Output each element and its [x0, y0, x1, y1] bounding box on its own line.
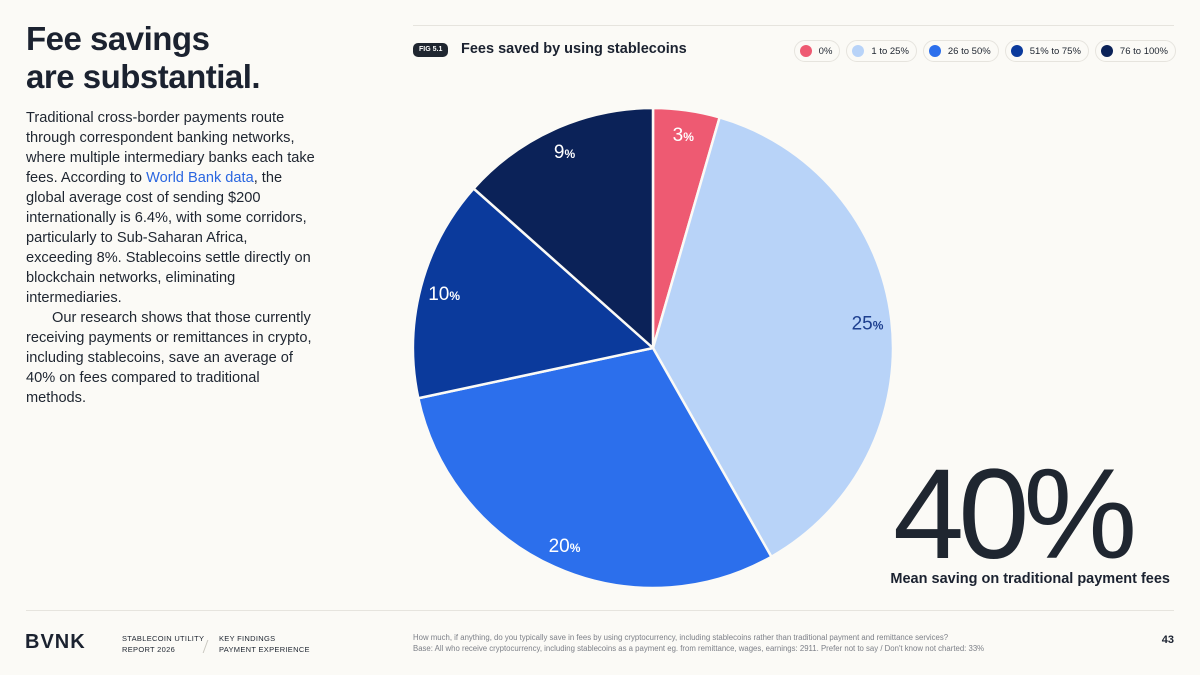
section-name: KEY FINDINGS PAYMENT EXPERIENCE — [219, 633, 310, 655]
headline: Fee savings are substantial. — [26, 20, 261, 96]
pie-slice — [411, 187, 655, 400]
legend-swatch — [1100, 45, 1113, 57]
page-number: 43 — [1161, 634, 1174, 646]
legend-swatch — [852, 45, 865, 57]
legend-label: 26 to 50% — [947, 45, 991, 57]
footnote-base: Base: All who receive cryptocurrency, in… — [413, 643, 985, 653]
bottom-divider — [26, 610, 1174, 611]
figure-badge: FIG 5.1 — [413, 43, 449, 57]
footnote-question: How much, if anything, do you typically … — [413, 633, 949, 642]
headline-line-1: Fee savings — [26, 20, 210, 57]
pie-data-label: 9% — [554, 142, 576, 163]
legend-swatch — [928, 45, 941, 57]
figure-title: Fees saved by using stablecoins — [461, 41, 687, 57]
legend-label: 1 to 25% — [871, 45, 909, 57]
chart-footnote: How much, if anything, do you typically … — [413, 633, 1113, 654]
top-divider — [413, 25, 1174, 26]
chart-legend: 0% 1 to 25% 26 to 50% 51% to 75% 76 to 100% — [793, 40, 1176, 62]
body-text-segment: Traditional cross-border payments route … — [26, 110, 315, 186]
pie-slice — [472, 106, 655, 350]
pie-data-label: 20% — [549, 536, 581, 557]
report-name-line-2: REPORT 2026 — [122, 645, 176, 654]
pie-slice — [651, 116, 895, 559]
legend-label: 0% — [818, 45, 833, 57]
legend-item: 1 to 25% — [846, 40, 917, 62]
legend-item: 0% — [793, 40, 841, 62]
legend-item: 76 to 100% — [1094, 40, 1176, 62]
legend-item: 26 to 50% — [922, 40, 999, 62]
report-name-line-1: STABLECOIN UTILITY — [122, 634, 205, 643]
legend-label: 51% to 75% — [1029, 45, 1081, 57]
section-name-line-1: KEY FINDINGS — [219, 634, 276, 643]
section-name-line-2: PAYMENT EXPERIENCE — [219, 645, 310, 654]
body-paragraph-1: Traditional cross-border payments route … — [26, 108, 316, 308]
pie-data-label: 3% — [673, 125, 695, 146]
bvnk-logo: BVNK — [25, 631, 86, 653]
world-bank-data-link[interactable]: World Bank data — [146, 170, 254, 186]
legend-item: 51% to 75% — [1004, 40, 1089, 62]
pie-data-label: 25% — [852, 314, 884, 335]
legend-swatch — [1010, 45, 1023, 57]
pie-chart: 3% 25% 20% 10% 9% — [411, 106, 895, 590]
report-name: STABLECOIN UTILITY REPORT 2026 — [122, 633, 204, 655]
headline-line-2: are substantial. — [26, 58, 261, 95]
body-paragraph-2: Our research shows that those currently … — [26, 310, 312, 406]
legend-swatch — [799, 45, 812, 57]
legend-label: 76 to 100% — [1119, 45, 1168, 57]
body-text: Traditional cross-border payments route … — [26, 108, 316, 408]
pie-data-label: 10% — [428, 284, 460, 305]
body-text-segment: , the global average cost of sending $20… — [26, 170, 311, 306]
mean-saving-stat: 40% — [893, 443, 1137, 586]
mean-saving-caption: Mean saving on traditional payment fees — [890, 571, 1170, 587]
pie-slice — [417, 346, 773, 590]
